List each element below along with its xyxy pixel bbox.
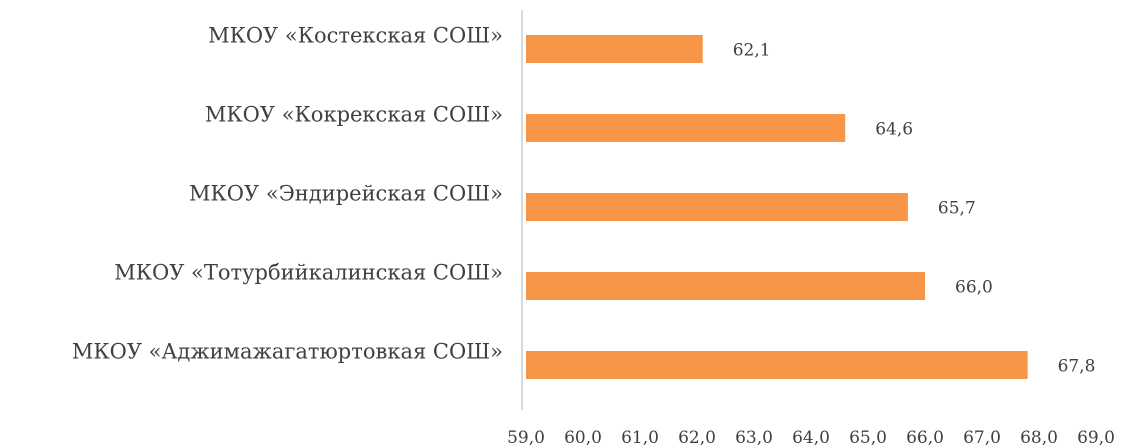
value-label-1: 62,1 (733, 41, 771, 61)
x-tick-label-9: 67,0 (963, 428, 1001, 448)
category-label-5: МКОУ «Аджимажагатюртовкая СОШ» (72, 340, 503, 364)
x-tick-labels-group: 59,0 60,0 61,0 62,0 63,0 64,0 65,0 66,0 67,0 68,0… (507, 428, 1115, 448)
category-label-3: МКОУ «Эндирейская СОШ» (189, 182, 503, 206)
value-labels-group: 62,1 64,6 65,7 66,0 67,8 (733, 41, 1096, 377)
x-tick-label-3: 61,0 (621, 428, 659, 448)
value-label-4: 66,0 (955, 278, 993, 298)
x-tick-label-6: 64,0 (792, 428, 830, 448)
category-labels-group: МКОУ «Костекская СОШ» МКОУ «Кокрекская СО… (72, 24, 503, 364)
value-label-2: 64,6 (875, 120, 913, 140)
x-tick-label-7: 65,0 (849, 428, 887, 448)
x-tick-label-2: 60,0 (564, 428, 602, 448)
x-tick-label-1: 59,0 (507, 428, 545, 448)
bar-1 (526, 35, 703, 63)
bar-5 (526, 351, 1028, 379)
bar-3 (526, 193, 908, 221)
value-label-5: 67,8 (1058, 357, 1096, 377)
bars-group (526, 35, 1028, 379)
x-tick-label-4: 62,0 (678, 428, 716, 448)
category-label-4: МКОУ «Тотурбийкалинская СОШ» (114, 261, 503, 285)
x-tick-label-5: 63,0 (735, 428, 773, 448)
category-label-1: МКОУ «Костекская СОШ» (208, 24, 503, 48)
x-tick-label-11: 69,0 (1077, 428, 1115, 448)
bar-4 (526, 272, 925, 300)
x-tick-label-10: 68,0 (1020, 428, 1058, 448)
value-label-3: 65,7 (938, 199, 976, 219)
x-tick-label-8: 66,0 (906, 428, 944, 448)
bar-2 (526, 114, 846, 142)
category-label-2: МКОУ «Кокрекская СОШ» (205, 103, 503, 127)
